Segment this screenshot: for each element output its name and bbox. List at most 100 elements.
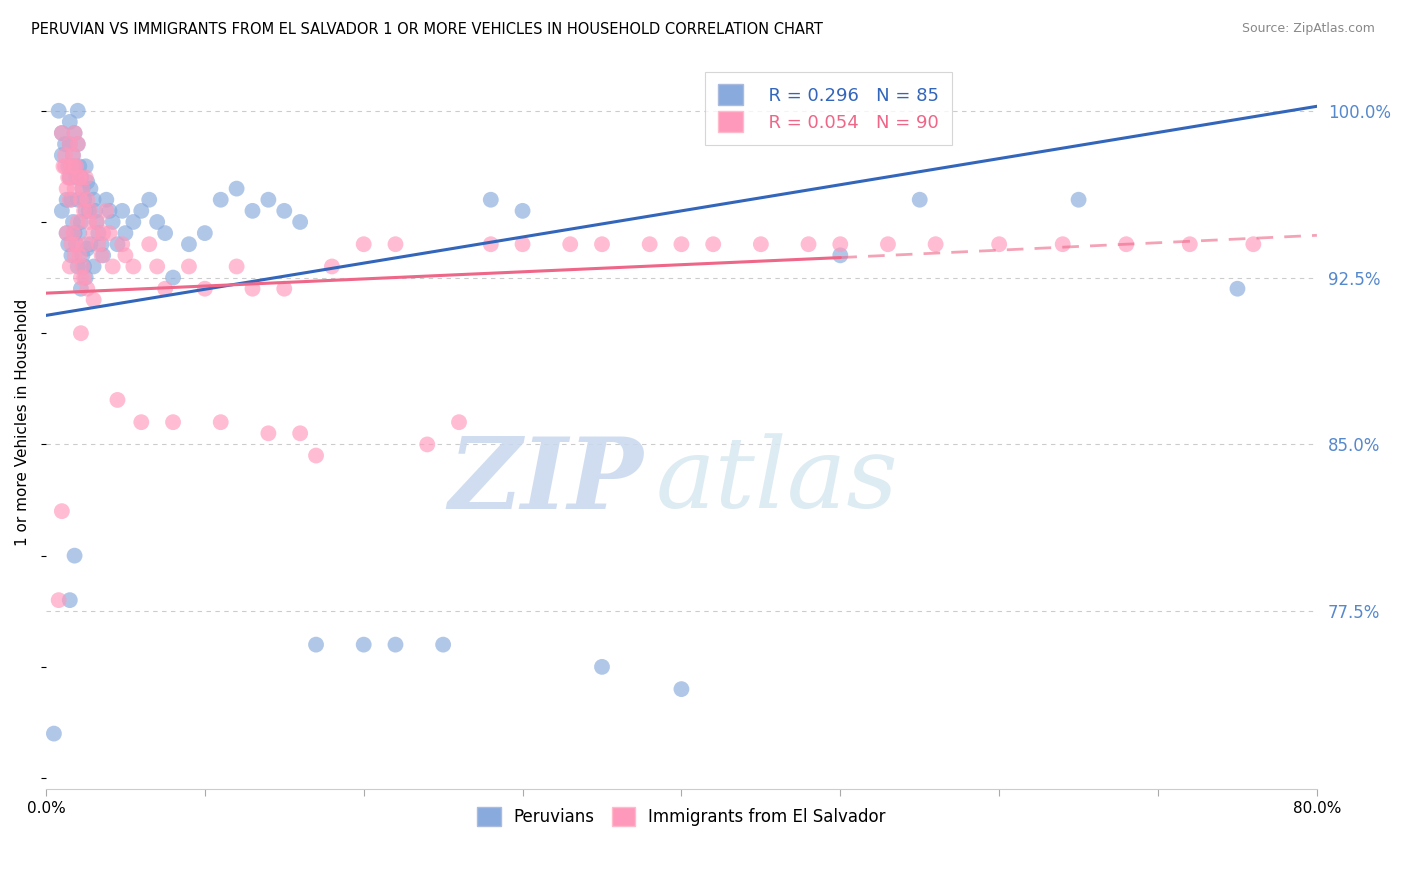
Point <box>53 160 76 174</box>
Point <box>122 260 145 274</box>
Point <box>75 237 97 252</box>
Point <box>305 638 328 652</box>
Point <box>305 449 328 463</box>
Point <box>101 215 124 229</box>
Point <box>63 126 86 140</box>
Point <box>257 426 280 441</box>
Point <box>84 203 107 218</box>
Point <box>59 260 82 274</box>
Point <box>924 237 946 252</box>
Point <box>66 193 89 207</box>
Point <box>512 203 534 218</box>
Point <box>122 215 145 229</box>
Point <box>447 415 470 429</box>
Point <box>129 415 152 429</box>
Point <box>62 215 84 229</box>
Point <box>209 193 232 207</box>
Point <box>288 215 311 229</box>
Point <box>591 660 613 674</box>
Point <box>177 260 200 274</box>
Point <box>749 237 772 252</box>
Point <box>67 170 90 185</box>
Point <box>1226 282 1249 296</box>
Point <box>87 226 110 240</box>
Point <box>67 248 90 262</box>
Point <box>65 237 87 252</box>
Point <box>60 193 83 207</box>
Point <box>560 237 582 252</box>
Point <box>146 260 169 274</box>
Point <box>73 203 96 218</box>
Point <box>65 170 87 185</box>
Point <box>76 282 98 296</box>
Point <box>67 226 90 240</box>
Point <box>63 549 86 563</box>
Point <box>60 160 83 174</box>
Point <box>70 170 93 185</box>
Point <box>58 237 80 252</box>
Point <box>76 242 98 256</box>
Point <box>162 270 184 285</box>
Point <box>384 237 406 252</box>
Point <box>62 148 84 162</box>
Point <box>153 226 176 240</box>
Point <box>73 260 96 274</box>
Point <box>72 260 94 274</box>
Point <box>702 237 724 252</box>
Point <box>479 193 502 207</box>
Point <box>55 181 77 195</box>
Point <box>194 282 217 296</box>
Legend: Peruvians, Immigrants from El Salvador: Peruvians, Immigrants from El Salvador <box>467 797 896 836</box>
Point <box>242 203 264 218</box>
Point <box>51 203 73 218</box>
Point <box>63 126 86 140</box>
Point <box>59 170 82 185</box>
Point <box>98 203 121 218</box>
Text: Source: ZipAtlas.com: Source: ZipAtlas.com <box>1241 22 1375 36</box>
Point <box>288 426 311 441</box>
Point <box>59 593 82 607</box>
Point <box>671 682 693 697</box>
Point <box>1052 237 1074 252</box>
Point <box>63 181 86 195</box>
Point <box>63 248 86 262</box>
Point <box>908 193 931 207</box>
Point <box>59 115 82 129</box>
Point <box>86 215 108 229</box>
Point <box>90 237 112 252</box>
Point <box>59 137 82 152</box>
Point <box>77 215 100 229</box>
Point <box>177 237 200 252</box>
Point <box>72 248 94 262</box>
Point <box>107 392 129 407</box>
Point <box>1178 237 1201 252</box>
Point <box>273 282 295 296</box>
Point <box>55 226 77 240</box>
Point <box>62 148 84 162</box>
Point <box>353 237 375 252</box>
Point <box>70 170 93 185</box>
Point <box>65 160 87 174</box>
Point <box>70 282 93 296</box>
Point <box>67 160 90 174</box>
Point <box>66 137 89 152</box>
Point <box>70 193 93 207</box>
Point <box>209 415 232 429</box>
Point <box>129 203 152 218</box>
Point <box>1241 237 1264 252</box>
Point <box>83 260 105 274</box>
Point <box>75 203 97 218</box>
Point <box>65 237 87 252</box>
Point <box>671 237 693 252</box>
Point <box>225 181 247 195</box>
Point <box>63 226 86 240</box>
Point <box>225 260 247 274</box>
Point <box>153 282 176 296</box>
Point <box>66 137 89 152</box>
Point <box>797 237 820 252</box>
Point <box>83 226 105 240</box>
Point <box>59 193 82 207</box>
Point <box>53 137 76 152</box>
Point <box>51 126 73 140</box>
Point <box>111 203 134 218</box>
